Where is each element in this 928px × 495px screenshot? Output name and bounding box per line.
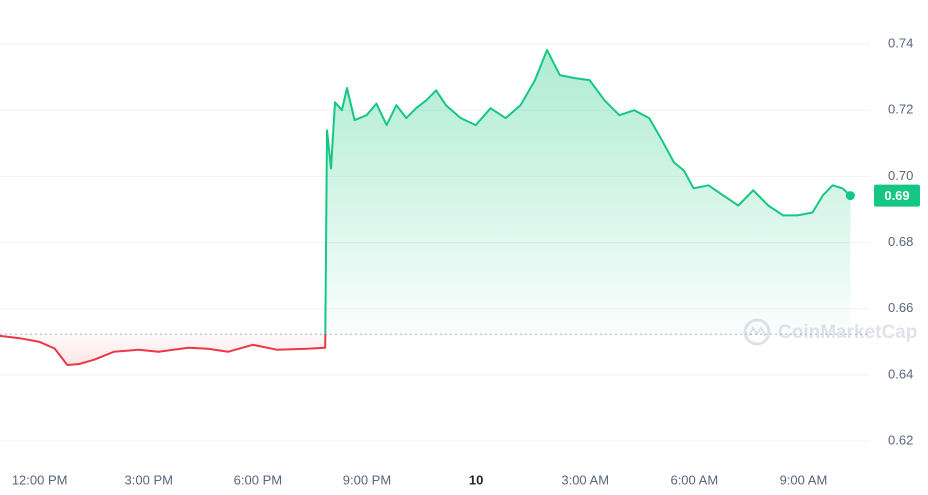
y-tick-label: 0.74	[888, 35, 913, 50]
x-tick-label: 3:00 PM	[125, 472, 173, 487]
watermark: CoinMarketCap	[743, 318, 917, 346]
y-tick-label: 0.68	[888, 234, 913, 249]
x-tick-label: 9:00 PM	[343, 472, 391, 487]
price-line	[0, 49, 852, 366]
x-tick-label: 12:00 PM	[12, 472, 68, 487]
price-tag: 0.69	[884, 188, 909, 203]
last-point	[845, 191, 855, 201]
y-tick-label: 0.62	[888, 433, 913, 448]
price-area	[0, 50, 851, 365]
x-tick-label: 6:00 PM	[234, 472, 282, 487]
y-tick-label: 0.66	[888, 300, 913, 315]
y-tick-label: 0.64	[888, 366, 913, 381]
y-tick-label: 0.72	[888, 102, 913, 117]
y-tick-label: 0.70	[888, 168, 913, 183]
x-tick-label: 3:00 AM	[561, 472, 609, 487]
x-tick-label: 6:00 AM	[670, 472, 718, 487]
x-tick-label: 10	[469, 472, 483, 487]
price-tag-bg	[874, 184, 920, 207]
x-tick-label: 9:00 AM	[780, 472, 828, 487]
watermark-text: CoinMarketCap	[778, 322, 917, 343]
